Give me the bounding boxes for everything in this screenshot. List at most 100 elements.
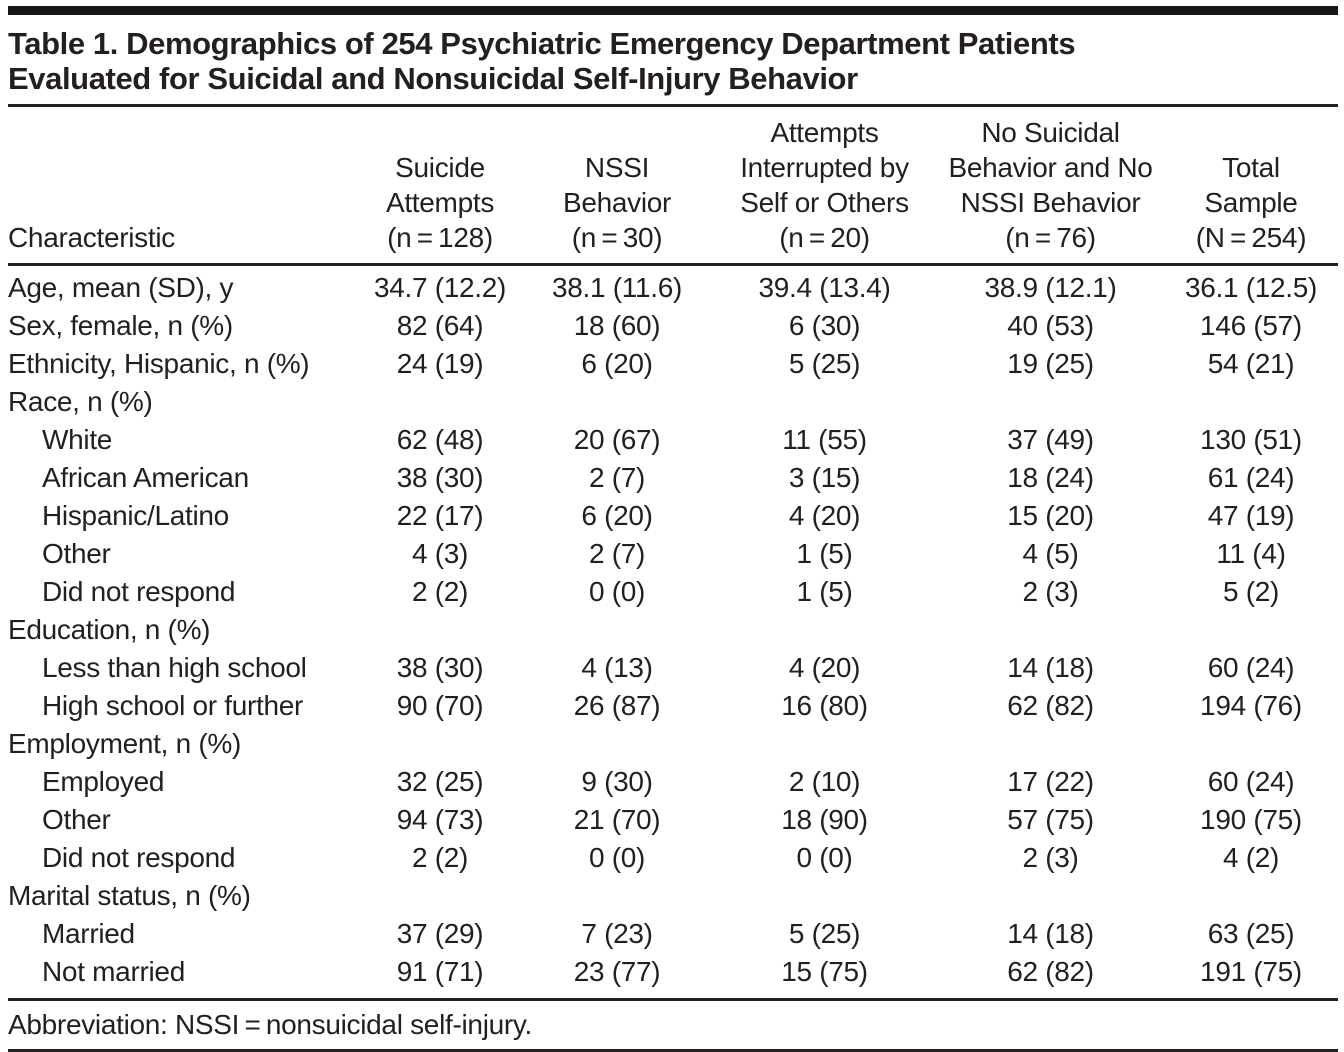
value-cell (712, 611, 937, 649)
value-cell: 54 (21) (1207, 348, 1295, 379)
column-header-attempts-interrupted: Attempts Interrupted by Self or Others (n =… (712, 107, 937, 265)
column-header-line: (n = 20) (779, 222, 870, 253)
value-cell: 11 (55) (782, 424, 867, 455)
table-row: Less than high school 38 (30) 4 (13) 4 (20)… (8, 649, 1338, 687)
value-cell (712, 383, 937, 421)
value-cell: 6 (30) (788, 310, 861, 341)
table-title: Table 1. Demographics of 254 Psychiatric… (8, 26, 1338, 96)
title-divider (8, 104, 1338, 107)
row-label-cell: Married (42, 918, 135, 949)
row-label-cell: Employment, n (%) (8, 728, 241, 759)
value-cell: 14 (18) (1007, 918, 1094, 949)
value-cell (522, 725, 712, 763)
value-cell (522, 611, 712, 649)
table-row: Employed 32 (25) 9 (30) 2 (10) 17 (22) 60 (24… (8, 763, 1338, 801)
value-cell: 14 (18) (1007, 652, 1094, 683)
value-cell: 191 (75) (1200, 956, 1302, 987)
value-cell: 19 (25) (1007, 348, 1094, 379)
value-cell: 1 (5) (796, 576, 853, 607)
value-cell: 37 (29) (396, 918, 484, 949)
value-cell: 7 (23) (581, 918, 653, 949)
table-row: White 62 (48) 20 (67) 11 (55) 37 (49) 130 (51… (8, 421, 1338, 459)
value-cell: 5 (25) (788, 348, 861, 379)
row-label-cell: Other (42, 538, 111, 569)
column-header-line: NSSI (584, 152, 650, 183)
table-row: Married 37 (29) 7 (23) 5 (25) 14 (18) 63 (25) (8, 915, 1338, 953)
table-row: Sex, female, n (%) 82 (64) 18 (60) 6 (30) 40… (8, 307, 1338, 345)
value-cell (937, 725, 1164, 763)
value-cell: 190 (75) (1200, 804, 1302, 835)
value-cell: 18 (90) (781, 804, 868, 835)
table-row: High school or further 90 (70) 26 (87) 16 (… (8, 687, 1338, 725)
value-cell (522, 383, 712, 421)
header-row: Characteristic Suicide Attempts (n = 128) NS… (8, 107, 1338, 265)
value-cell: 4 (20) (788, 500, 861, 531)
value-cell: 1 (5) (796, 538, 853, 569)
value-cell (712, 725, 937, 763)
value-cell (1164, 611, 1338, 649)
value-cell: 60 (24) (1207, 652, 1295, 683)
row-label-cell: Marital status, n (%) (8, 880, 251, 911)
value-cell (937, 611, 1164, 649)
table-title-line: Table 1. Demographics of 254 Psychiatric… (8, 26, 1076, 61)
value-cell (937, 877, 1164, 915)
value-cell (358, 383, 522, 421)
column-header-line: Behavior (562, 187, 672, 218)
value-cell: 6 (20) (581, 500, 653, 531)
value-cell (937, 383, 1164, 421)
value-cell: 23 (77) (573, 956, 661, 987)
value-cell: 2 (7) (588, 538, 646, 569)
table-footnote: Abbreviation: NSSI = nonsuicidal self-in… (8, 998, 1338, 1052)
value-cell: 22 (17) (396, 500, 484, 531)
table-row: Not married 91 (71) 23 (77) 15 (75) 62 (82) 1… (8, 953, 1338, 998)
table-body: Age, mean (SD), y 34.7 (12.2) 38.1 (11.6) 3… (8, 265, 1338, 999)
section-row: Marital status, n (%) (8, 877, 1338, 915)
value-cell: 194 (76) (1200, 690, 1302, 721)
value-cell: 130 (51) (1200, 424, 1302, 455)
value-cell: 3 (15) (788, 462, 861, 493)
value-cell (358, 877, 522, 915)
column-header-line: Behavior and No (948, 152, 1153, 183)
value-cell (1164, 877, 1338, 915)
value-cell: 5 (25) (788, 918, 861, 949)
value-cell: 2 (2) (411, 576, 469, 607)
value-cell: 5 (2) (1222, 576, 1280, 607)
row-label-cell: High school or further (42, 690, 304, 721)
column-header-line: (n = 76) (1005, 222, 1096, 253)
column-header-suicide-attempts: Suicide Attempts (n = 128) (358, 107, 522, 265)
value-cell: 36.1 (12.5) (1184, 272, 1318, 303)
row-label-cell: Ethnicity, Hispanic, n (%) (8, 348, 310, 379)
column-header-line: NSSI Behavior (960, 187, 1141, 218)
value-cell: 9 (30) (581, 766, 653, 797)
value-cell: 40 (53) (1007, 310, 1094, 341)
value-cell: 38 (30) (396, 462, 484, 493)
value-cell (358, 611, 522, 649)
value-cell: 2 (3) (1022, 576, 1079, 607)
column-header-line: Total (1222, 152, 1280, 183)
value-cell: 2 (2) (411, 842, 469, 873)
row-label-cell: Race, n (%) (8, 386, 153, 417)
column-header-line: Characteristic (8, 222, 175, 253)
row-label-cell: White (42, 424, 113, 455)
value-cell: 4 (2) (1222, 842, 1280, 873)
table-row: Hispanic/Latino 22 (17) 6 (20) 4 (20) 15 (20… (8, 497, 1338, 535)
row-label-cell: Sex, female, n (%) (8, 310, 233, 341)
value-cell: 62 (82) (1007, 956, 1094, 987)
demographics-table: Characteristic Suicide Attempts (n = 128) NS… (8, 107, 1338, 998)
value-cell (522, 877, 712, 915)
row-label-cell: Other (42, 804, 111, 835)
value-cell: 63 (25) (1207, 918, 1295, 949)
column-header-line: Self or Others (740, 187, 909, 218)
value-cell: 4 (5) (1022, 538, 1079, 569)
value-cell: 82 (64) (396, 310, 484, 341)
row-label-cell: African American (42, 462, 249, 493)
column-header-line: (N = 254) (1195, 222, 1307, 253)
table-row: Ethnicity, Hispanic, n (%) 24 (19) 6 (20) 5… (8, 345, 1338, 383)
value-cell: 2 (10) (788, 766, 861, 797)
value-cell: 20 (67) (573, 424, 661, 455)
value-cell: 60 (24) (1207, 766, 1295, 797)
table-header: Characteristic Suicide Attempts (n = 128) NS… (8, 107, 1338, 265)
column-header-no-suicidal-no-nssi: No Suicidal Behavior and No NSSI Behavior (… (937, 107, 1164, 265)
column-header-line: (n = 128) (387, 222, 493, 253)
section-row: Employment, n (%) (8, 725, 1338, 763)
